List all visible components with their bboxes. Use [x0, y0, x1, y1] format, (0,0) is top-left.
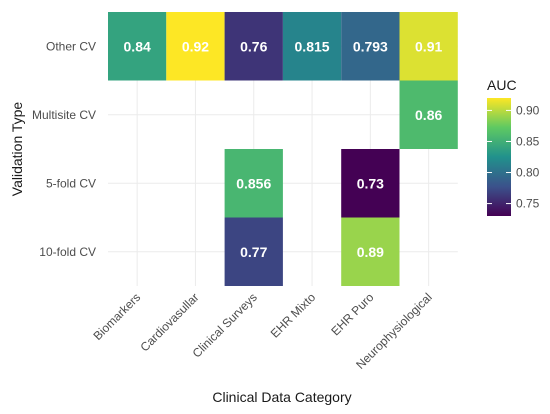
cell-value-label: 0.89	[357, 244, 384, 260]
cell-value-label: 0.793	[353, 38, 388, 54]
heatmap-cells: 0.84 0.92 0.76 0.815 0.793 0.91 0.86 0.856 0.73 0…	[108, 12, 458, 286]
y-tick-label: Other CV	[46, 39, 96, 53]
heatmap-cell	[224, 149, 283, 218]
heatmap-cell	[108, 12, 167, 81]
cell-value-label: 0.92	[182, 38, 209, 54]
heatmap-cell	[399, 80, 458, 149]
legend-tick-label: 0.75	[516, 197, 540, 211]
cell-value-label: 0.91	[415, 38, 442, 54]
cell-value-label: 0.86	[415, 107, 442, 123]
y-tick-label: 10-fold CV	[39, 245, 96, 259]
x-tick-label: EHR Puro	[328, 290, 376, 338]
y-tick-labels: Other CV Multisite CV 5-fold CV 10-fold CV	[32, 39, 96, 259]
cell-value-label: 0.77	[240, 244, 267, 260]
color-legend: AUC 0.75 0.80 0.85 0.90	[487, 77, 540, 216]
legend-tick-label: 0.80	[516, 166, 540, 180]
heatmap-cell	[224, 217, 283, 286]
heatmap-cell	[282, 12, 342, 81]
cell-value-label: 0.856	[236, 175, 271, 191]
x-tick-label: EHR Mixto	[268, 290, 319, 341]
y-tick-label: Multisite CV	[32, 108, 96, 122]
y-axis-title: Validation Type	[9, 102, 25, 197]
cell-value-label: 0.73	[357, 175, 384, 191]
legend-color-bar	[487, 98, 511, 216]
heatmap-cell	[341, 149, 400, 218]
x-tick-label: Biomarkers	[90, 290, 143, 343]
cell-value-label: 0.815	[295, 38, 330, 54]
heatmap-cell	[224, 12, 283, 81]
cell-value-label: 0.84	[124, 38, 151, 54]
cell-value-label: 0.76	[240, 38, 267, 54]
heatmap-cell	[341, 217, 400, 286]
heatmap-cell	[341, 12, 400, 81]
heatmap-cell	[399, 12, 458, 81]
legend-ticks: 0.75 0.80 0.85 0.90	[487, 103, 540, 211]
x-axis-title: Clinical Data Category	[212, 389, 351, 405]
legend-title: AUC	[487, 77, 517, 93]
legend-tick-label: 0.85	[516, 134, 540, 148]
x-tick-label: Cardiovasullar	[137, 290, 201, 354]
y-tick-label: 5-fold CV	[46, 176, 96, 190]
legend-tick-label: 0.90	[516, 103, 540, 117]
heatmap-cell	[166, 12, 225, 81]
